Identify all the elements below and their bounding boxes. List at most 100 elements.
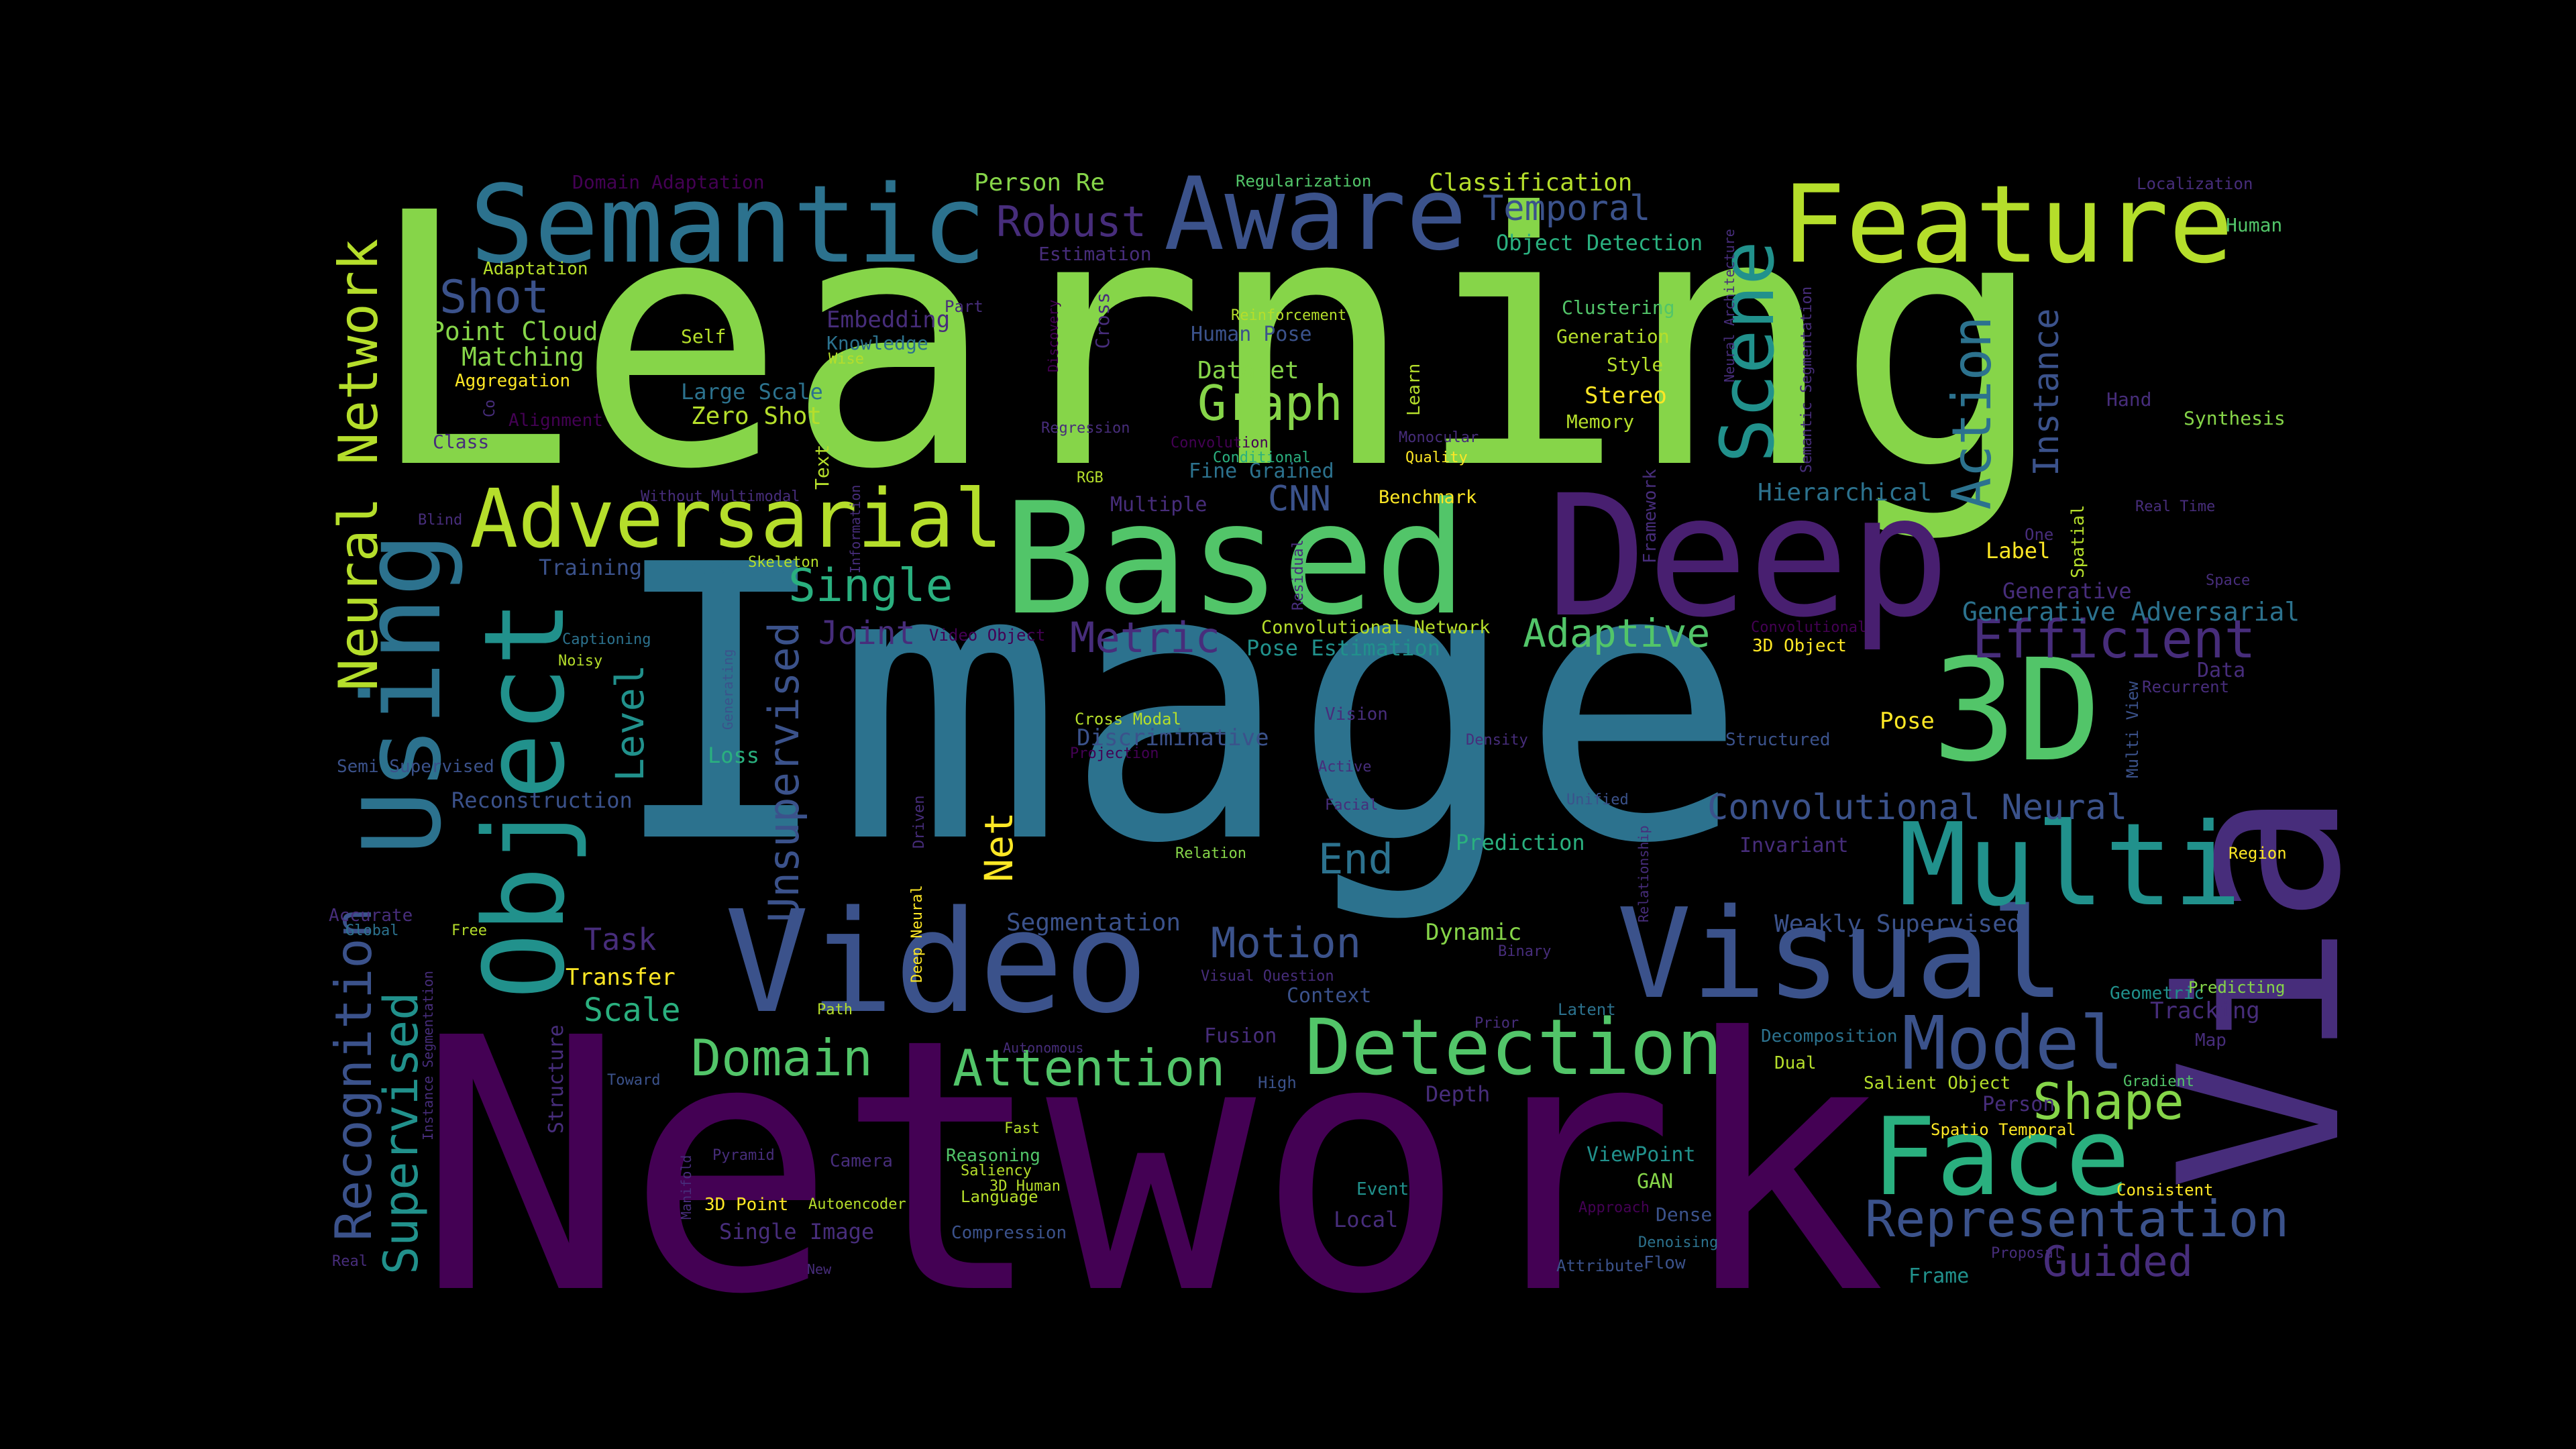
word-benchmark: Benchmark bbox=[1379, 487, 1477, 508]
word-space: Space bbox=[2206, 572, 2251, 589]
word-data: Data bbox=[2197, 659, 2246, 682]
word-generative: Generative bbox=[2002, 578, 2132, 604]
word-feature: Feature bbox=[1781, 162, 2234, 287]
word-visual: Visual bbox=[1617, 881, 2065, 1026]
word-pyramid: Pyramid bbox=[712, 1147, 775, 1164]
word-tracking: Tracking bbox=[2150, 998, 2260, 1024]
word-free: Free bbox=[451, 922, 487, 939]
word-learning: Learning bbox=[366, 139, 2046, 545]
word-manifold: Manifold bbox=[678, 1155, 694, 1220]
word-global: Global bbox=[345, 922, 399, 939]
word-embedding: Embedding bbox=[826, 307, 951, 333]
word-blind: Blind bbox=[418, 512, 463, 529]
word-geometric: Geometric bbox=[2110, 983, 2204, 1004]
word-predicting: Predicting bbox=[2188, 978, 2286, 997]
word-facial: Facial bbox=[1325, 797, 1379, 814]
word-large-scale: Large Scale bbox=[681, 379, 823, 405]
word-pose: Pose bbox=[1880, 708, 1935, 735]
word-recognition: Recognition bbox=[324, 908, 383, 1241]
word-context: Context bbox=[1287, 984, 1372, 1008]
word-label: Label bbox=[1986, 538, 2051, 564]
word-noisy: Noisy bbox=[558, 653, 603, 669]
word-net: Net bbox=[976, 812, 1022, 882]
word-semantic: Semantic bbox=[470, 162, 987, 287]
word-captioning: Captioning bbox=[562, 631, 651, 648]
word-relationship: Relationship bbox=[1635, 825, 1652, 923]
word-point-cloud: Point Cloud bbox=[429, 317, 598, 346]
word-image: Image bbox=[607, 486, 1748, 926]
word-style: Style bbox=[1607, 354, 1664, 376]
word-structured: Structured bbox=[1725, 730, 1831, 750]
word-person-re: Person Re bbox=[974, 169, 1106, 197]
word-class: Class bbox=[433, 431, 490, 453]
word-object-detection: Object Detection bbox=[1496, 230, 1703, 256]
word-wise: Wise bbox=[828, 351, 864, 368]
word-person: Person bbox=[1982, 1093, 2055, 1116]
word-driven: Driven bbox=[911, 795, 928, 849]
word-discriminative: Discriminative bbox=[1077, 724, 1269, 751]
word-structure: Structure bbox=[545, 1024, 568, 1134]
word-convolutional-neural: Convolutional Neural bbox=[1707, 788, 2128, 828]
word-shot: Shot bbox=[439, 271, 549, 324]
word-adversarial: Adversarial bbox=[470, 473, 1003, 566]
word-pose-estimation: Pose Estimation bbox=[1246, 635, 1440, 661]
word-3d: 3D bbox=[1932, 629, 2102, 793]
word-prediction: Prediction bbox=[1456, 830, 1585, 855]
word-motion: Motion bbox=[1211, 918, 1361, 967]
word-instance-segmentation: Instance Segmentation bbox=[420, 971, 436, 1140]
word-neural-network: Neural Network bbox=[327, 238, 390, 691]
word-unsupervised: Unsupervised bbox=[759, 622, 808, 922]
word-metric: Metric bbox=[1070, 613, 1220, 662]
word-map: Map bbox=[2195, 1030, 2226, 1051]
word-instance: Instance bbox=[2027, 308, 2067, 476]
word-flow: Flow bbox=[1644, 1253, 1686, 1273]
word-language: Language bbox=[961, 1187, 1038, 1206]
word-weakly-supervised: Weakly Supervised bbox=[1774, 910, 2022, 938]
word-detection: Detection bbox=[1305, 1003, 1723, 1093]
word-depth: Depth bbox=[1426, 1081, 1491, 1107]
word-generation: Generation bbox=[1556, 325, 1670, 347]
word-domain: Domain bbox=[691, 1028, 873, 1087]
word-salient-object: Salient Object bbox=[1864, 1073, 2011, 1093]
word-video: Video bbox=[724, 880, 1149, 1044]
word-co: Co bbox=[482, 399, 498, 418]
word-accurate: Accurate bbox=[329, 906, 413, 926]
word-temporal: Temporal bbox=[1483, 189, 1651, 229]
word-cross: Cross bbox=[1091, 292, 1114, 349]
word-action: Action bbox=[1941, 316, 2003, 510]
word-model: Model bbox=[1902, 1000, 2125, 1086]
word-aggregation: Aggregation bbox=[455, 371, 571, 391]
word-face: Face bbox=[1872, 1094, 2131, 1220]
word-high: High bbox=[1258, 1073, 1297, 1092]
word-conditional: Conditional bbox=[1213, 449, 1311, 466]
word-gan: GAN bbox=[1637, 1170, 1674, 1193]
word-binary: Binary bbox=[1498, 943, 1552, 960]
word-3d-object: 3D Object bbox=[1752, 636, 1847, 656]
word-hand: Hand bbox=[2106, 388, 2152, 411]
word-adaptive: Adaptive bbox=[1523, 610, 1711, 656]
word-clustering: Clustering bbox=[1562, 297, 1675, 319]
word-transfer: Transfer bbox=[566, 964, 676, 991]
word-denoising: Denoising bbox=[1638, 1234, 1719, 1251]
word-new: New bbox=[807, 1261, 832, 1277]
word-memory: Memory bbox=[1566, 411, 1635, 433]
word-video-object: Video Object bbox=[929, 626, 1046, 645]
word-framework: Framework bbox=[1640, 469, 1660, 564]
word-regression: Regression bbox=[1041, 420, 1130, 437]
word-autonomous: Autonomous bbox=[1003, 1040, 1084, 1056]
word-event: Event bbox=[1356, 1179, 1409, 1199]
word-deep: Deep bbox=[1546, 459, 1951, 654]
word-zero-shot: Zero Shot bbox=[691, 402, 822, 430]
word-hierarchical: Hierarchical bbox=[1758, 479, 1933, 506]
word-scale: Scale bbox=[584, 991, 681, 1029]
word-semi-supervised: Semi Supervised bbox=[337, 757, 494, 777]
word-projection: Projection bbox=[1070, 745, 1159, 762]
word-localization: Localization bbox=[2137, 174, 2253, 193]
word-autoencoder: Autoencoder bbox=[808, 1196, 906, 1213]
word-dataset: Dataset bbox=[1197, 357, 1299, 384]
word-quality: Quality bbox=[1405, 449, 1468, 466]
word-residual: Residual bbox=[1290, 539, 1307, 610]
word-convolution: Convolution bbox=[1171, 435, 1269, 451]
word-local: Local bbox=[1334, 1207, 1399, 1232]
word-stereo: Stereo bbox=[1585, 382, 1667, 409]
